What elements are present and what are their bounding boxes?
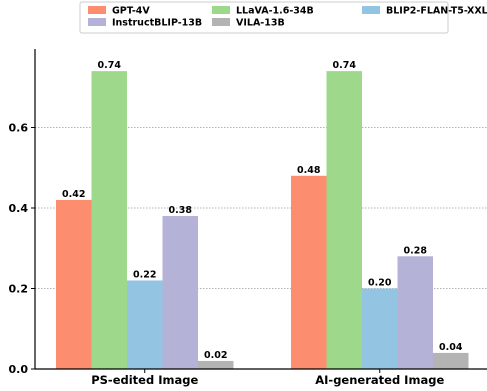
bar-value-label: 0.22 [133, 269, 156, 280]
bar-value-label: 0.28 [404, 245, 428, 256]
y-tick-label: 0.2 [9, 282, 29, 295]
bar-value-label: 0.74 [98, 60, 122, 71]
bar-value-label: 0.04 [439, 342, 463, 353]
bar-value-label: 0.20 [368, 277, 392, 288]
bar [162, 216, 198, 369]
bar [397, 256, 433, 369]
legend-label: VILA-13B [236, 18, 285, 29]
bar [91, 71, 127, 369]
legend-label: LLaVA-1.6-34B [236, 6, 314, 17]
legend-swatch [212, 18, 230, 26]
bar-value-label: 0.02 [204, 350, 227, 361]
bar [291, 175, 327, 369]
y-tick-label: 0.0 [9, 363, 29, 376]
legend-swatch [362, 6, 380, 14]
bar [433, 352, 469, 369]
legend-swatch [212, 6, 230, 14]
legend-label: GPT-4V [112, 6, 150, 17]
bar [362, 288, 398, 369]
x-category-label: PS-edited Image [91, 373, 198, 387]
y-tick-label: 0.4 [9, 202, 29, 215]
bar-value-label: 0.42 [62, 189, 85, 200]
x-category-label: AI-generated Image [315, 373, 444, 387]
legend-box [79, 1, 449, 34]
bar [127, 280, 163, 369]
bar-value-label: 0.38 [169, 205, 193, 216]
legend-label: InstructBLIP-13B [112, 18, 202, 29]
legend-swatch [88, 18, 106, 26]
bar-value-label: 0.74 [333, 60, 357, 71]
y-tick-label: 0.6 [9, 121, 29, 134]
bar [198, 360, 234, 369]
bar [56, 199, 92, 369]
legend-swatch [88, 6, 106, 14]
bar-value-label: 0.48 [297, 165, 321, 176]
bar [326, 71, 362, 369]
legend-label: BLIP2-FLAN-T5-XXL [386, 6, 487, 17]
